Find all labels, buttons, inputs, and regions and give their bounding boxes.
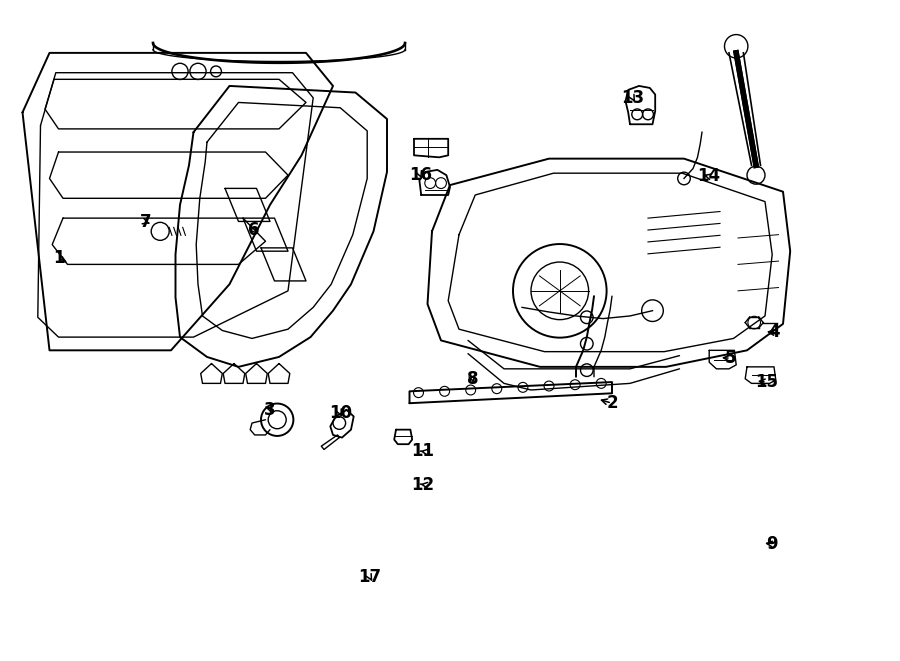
Text: 12: 12 (411, 475, 435, 494)
Text: 2: 2 (607, 394, 617, 412)
Text: 10: 10 (328, 404, 352, 422)
Text: 13: 13 (621, 89, 644, 107)
Text: 3: 3 (265, 401, 275, 419)
Text: 11: 11 (411, 442, 435, 461)
Text: 15: 15 (755, 373, 778, 391)
Text: 17: 17 (358, 568, 382, 586)
Text: 16: 16 (409, 166, 432, 184)
Text: 8: 8 (467, 369, 478, 388)
Text: 4: 4 (769, 323, 779, 342)
Text: 7: 7 (140, 213, 151, 231)
Text: 9: 9 (767, 535, 778, 553)
Text: 14: 14 (698, 167, 721, 186)
Text: 1: 1 (53, 249, 64, 267)
Text: 5: 5 (725, 349, 736, 368)
Text: 6: 6 (248, 221, 259, 239)
